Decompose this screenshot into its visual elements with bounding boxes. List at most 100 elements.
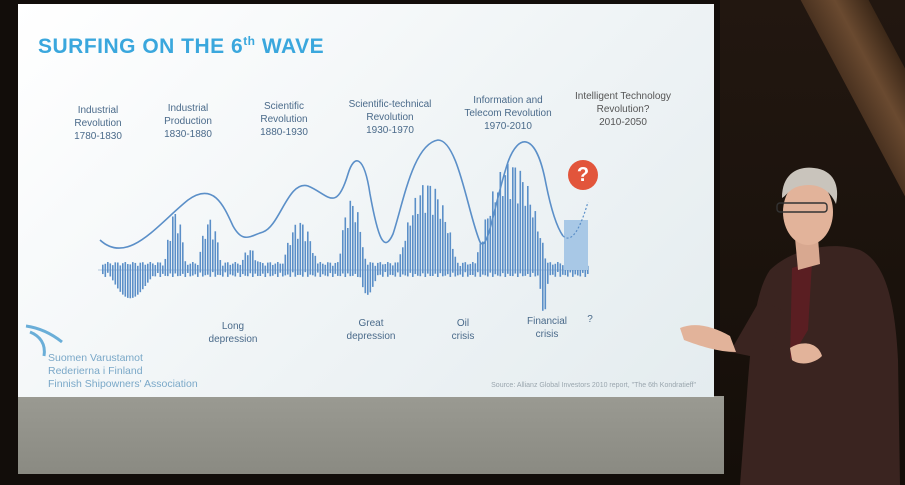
bar-down xyxy=(389,270,392,275)
bar-down xyxy=(152,270,154,277)
bar-up xyxy=(447,233,449,270)
bar-down xyxy=(412,270,414,277)
bar-up xyxy=(357,212,359,270)
bar-up xyxy=(549,262,552,270)
bar-down xyxy=(444,270,447,276)
bar-down xyxy=(539,270,542,289)
bar-up xyxy=(132,262,134,270)
bar-up xyxy=(189,263,192,270)
bar-down xyxy=(322,270,324,275)
bar-up xyxy=(524,205,527,270)
bar-down xyxy=(404,270,407,276)
presenter-shirt xyxy=(790,262,812,360)
bar-up xyxy=(124,262,127,270)
bar-down xyxy=(584,270,587,277)
bar-up xyxy=(379,262,382,270)
bar-down xyxy=(479,270,482,277)
bar-up xyxy=(482,241,484,270)
bar-up xyxy=(177,233,179,270)
bar-down xyxy=(189,270,192,277)
bar-up xyxy=(112,265,114,270)
bar-down xyxy=(562,270,564,275)
bar-up xyxy=(104,263,107,270)
bar-up xyxy=(267,262,269,270)
bar-up xyxy=(327,262,329,270)
logo-line-3: Finnish Shipowners' Association xyxy=(48,378,198,390)
era-label-3: Scientific Revolution 1880-1930 xyxy=(260,101,308,138)
bar-up xyxy=(464,262,467,270)
bar-up xyxy=(359,231,362,270)
bar-up xyxy=(279,263,282,270)
bar-down xyxy=(572,270,574,277)
bar-down xyxy=(517,270,519,277)
bar-up xyxy=(264,265,267,270)
bar-down xyxy=(232,270,234,276)
bar-up xyxy=(117,262,119,270)
bar-down xyxy=(564,270,567,276)
bar-down xyxy=(239,270,242,277)
forecast-area xyxy=(564,220,588,270)
bar-up xyxy=(247,255,249,270)
bar-up xyxy=(197,264,199,270)
bar-down xyxy=(467,270,469,277)
bar-up xyxy=(229,264,232,270)
bar-down xyxy=(287,270,289,275)
bar-down xyxy=(439,270,442,274)
bar-up xyxy=(154,265,157,270)
bar-up xyxy=(467,264,469,270)
bar-up xyxy=(562,265,564,270)
bar-up xyxy=(307,231,309,270)
bar-up xyxy=(274,263,277,270)
bar-down xyxy=(452,270,454,273)
bar-down xyxy=(279,270,282,273)
bar-down xyxy=(474,270,477,277)
bar-up xyxy=(477,252,479,270)
bar-down xyxy=(327,270,329,277)
bar-up xyxy=(484,219,487,270)
bar-down xyxy=(209,270,212,277)
bar-up xyxy=(302,224,304,270)
bar-down xyxy=(114,270,117,285)
bar-up xyxy=(449,232,452,270)
bar-down xyxy=(252,270,254,277)
bar-up xyxy=(419,195,422,270)
bar-down xyxy=(497,270,499,276)
bar-up xyxy=(227,262,229,270)
bar-down xyxy=(304,270,307,273)
bar-up xyxy=(239,264,242,270)
bar-down xyxy=(477,270,479,273)
bar-down xyxy=(139,270,142,293)
bar-up xyxy=(514,167,517,270)
bar-up xyxy=(492,191,494,270)
bar-up xyxy=(304,241,307,270)
bar-up xyxy=(427,185,429,270)
bar-down xyxy=(492,270,494,277)
bar-up xyxy=(142,262,144,270)
bar-down xyxy=(109,270,112,277)
bar-up xyxy=(114,262,117,270)
source-citation: Source: Allianz Global Investors 2010 re… xyxy=(491,382,696,389)
logo-line-2: Rederierna i Finland xyxy=(48,365,143,377)
bar-down xyxy=(174,270,177,274)
bar-down xyxy=(127,270,129,298)
bar-up xyxy=(144,264,147,270)
bar-down xyxy=(577,270,579,276)
bar-down xyxy=(262,270,264,274)
bar-up xyxy=(399,254,402,270)
bar-up xyxy=(122,263,124,270)
era-label-5: Information and Telecom Revolution 1970-… xyxy=(464,95,552,132)
bar-down xyxy=(469,270,472,275)
bar-up xyxy=(199,251,202,270)
presenter-hand-left xyxy=(790,343,822,364)
bar-up xyxy=(499,172,502,270)
bar-up xyxy=(324,264,327,270)
bar-up xyxy=(269,262,272,270)
bar-down xyxy=(324,270,327,276)
bar-up xyxy=(284,254,287,270)
bar-up xyxy=(184,261,187,270)
bar-down xyxy=(369,270,372,293)
bar-down xyxy=(312,270,314,276)
bar-down xyxy=(202,270,204,277)
bar-down xyxy=(227,270,229,277)
